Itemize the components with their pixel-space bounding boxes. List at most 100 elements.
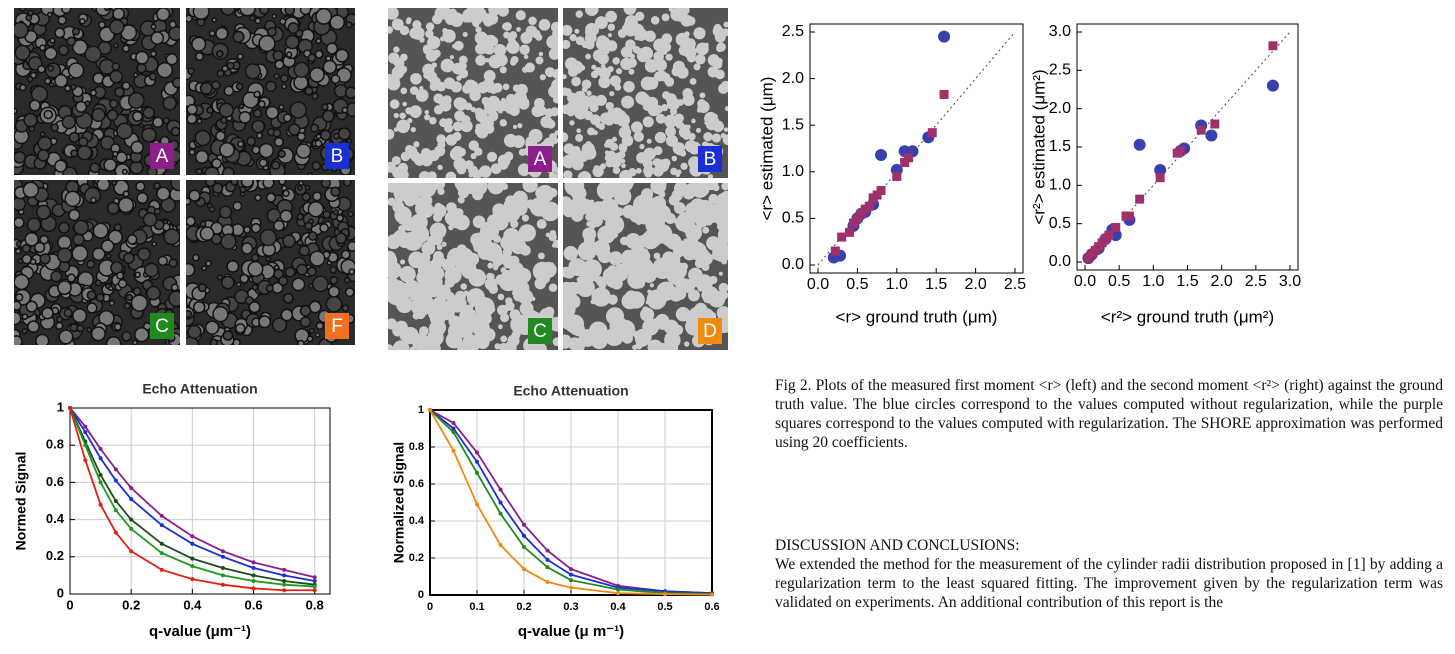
- cell: [539, 74, 546, 81]
- cell: [72, 233, 85, 246]
- cell: [450, 12, 464, 25]
- cell: [211, 158, 222, 169]
- cell: [502, 83, 510, 91]
- cell: [142, 212, 158, 227]
- point: [616, 587, 620, 592]
- cell: [697, 285, 704, 292]
- cell: [116, 271, 125, 280]
- point: [312, 575, 317, 580]
- cell: [150, 23, 157, 30]
- cell: [329, 265, 338, 274]
- cell: [397, 162, 409, 174]
- point: [98, 446, 103, 451]
- cell: [483, 69, 496, 82]
- cell: [585, 53, 592, 60]
- cell: [497, 108, 504, 114]
- cell: [315, 37, 322, 45]
- cell: [239, 186, 247, 193]
- cell: [308, 327, 315, 335]
- cell: [475, 109, 488, 123]
- cell: [427, 171, 437, 178]
- cell: [265, 284, 274, 293]
- cell: [607, 33, 612, 38]
- tile: [563, 8, 728, 178]
- cell: [532, 261, 552, 281]
- cell: [618, 151, 626, 159]
- point: [190, 556, 195, 561]
- cell: [206, 106, 214, 114]
- cell: [314, 49, 324, 59]
- cell: [54, 27, 66, 39]
- cell: [114, 86, 125, 98]
- cell: [251, 119, 266, 134]
- cell: [583, 146, 597, 160]
- caption: Fig 2. Plots of the measured first momen…: [775, 377, 1443, 451]
- cell: [14, 217, 25, 229]
- cell: [410, 126, 416, 133]
- cell: [296, 239, 304, 247]
- cell: [91, 247, 106, 261]
- cell: [444, 266, 462, 284]
- cell: [703, 298, 709, 303]
- point: [522, 533, 526, 538]
- cell: [411, 26, 425, 40]
- cell: [515, 10, 526, 21]
- y-tick-label: 0.6: [46, 474, 64, 489]
- cell: [523, 54, 529, 60]
- cell: [512, 190, 528, 207]
- cell: [15, 293, 24, 302]
- cell: [309, 250, 326, 267]
- cell: [108, 19, 125, 35]
- cell: [544, 306, 555, 317]
- y-tick-label: 0.6: [409, 478, 424, 490]
- cell: [687, 289, 700, 302]
- cell: [409, 346, 416, 350]
- cell: [325, 295, 343, 313]
- cell: [575, 133, 584, 142]
- y-tick-label: 2.0: [1049, 100, 1071, 117]
- cell: [460, 283, 467, 290]
- cell: [587, 127, 595, 136]
- cell: [576, 278, 595, 298]
- cell: [695, 127, 702, 133]
- cell: [134, 271, 141, 279]
- cell: [346, 240, 355, 252]
- cell: [265, 192, 277, 203]
- cell: [188, 148, 196, 156]
- cell: [689, 78, 697, 85]
- cell: [250, 223, 262, 234]
- cell: [640, 307, 655, 322]
- x-axis-label: q-value (μ m⁻¹): [518, 623, 624, 640]
- cell: [168, 258, 178, 268]
- cell: [551, 137, 558, 145]
- cell: [254, 17, 262, 25]
- cell: [70, 149, 79, 158]
- cell: [105, 336, 122, 345]
- point: [1124, 211, 1134, 221]
- x-tick-label: 0: [66, 597, 73, 612]
- point: [522, 522, 526, 527]
- cell: [26, 75, 34, 83]
- cell: [199, 81, 213, 95]
- cell: [289, 101, 307, 119]
- cell: [446, 202, 457, 213]
- cell: [571, 209, 584, 222]
- cell: [76, 324, 85, 333]
- point: [927, 128, 937, 138]
- cell: [643, 228, 663, 248]
- x-tick-label: 2.5: [1004, 276, 1026, 293]
- cell: [671, 155, 678, 162]
- y-tick-label: 1.5: [782, 116, 804, 133]
- cell: [550, 37, 558, 51]
- cell: [500, 313, 510, 323]
- cell: [168, 20, 177, 29]
- cell: [35, 204, 52, 220]
- cell: [283, 292, 294, 304]
- cell: [433, 93, 444, 104]
- panel-label: A: [156, 146, 169, 167]
- cell: [37, 136, 53, 151]
- cell: [457, 196, 465, 204]
- cell: [240, 242, 254, 255]
- cell: [56, 316, 64, 323]
